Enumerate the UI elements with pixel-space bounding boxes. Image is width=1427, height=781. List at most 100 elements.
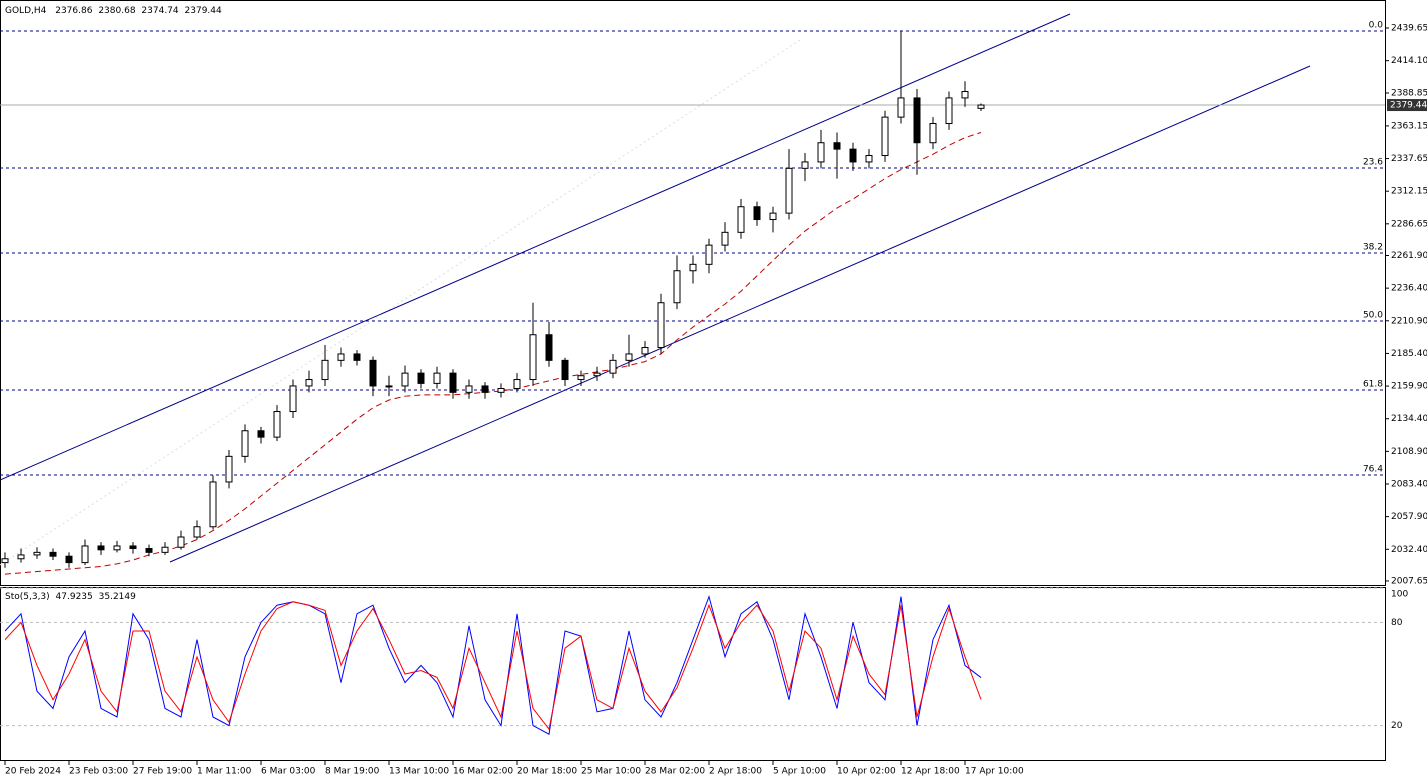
fib-label: 61.8: [1363, 380, 1383, 390]
candle-body: [273, 411, 281, 438]
y-tick-label: 2210.90: [1391, 316, 1427, 326]
candle-body: [305, 379, 313, 387]
candle-body: [225, 455, 233, 483]
candle-body: [161, 546, 169, 553]
candle-body: [673, 270, 681, 304]
candle-body: [657, 302, 665, 349]
fib-label: 23.6: [1363, 157, 1383, 167]
last-close: 2379.44: [185, 6, 222, 16]
candle-body: [833, 142, 841, 150]
candle-body: [481, 385, 489, 393]
candle-body: [929, 123, 937, 144]
x-tick-label: 16 Mar 02:00: [453, 767, 513, 777]
candle-body: [593, 372, 601, 377]
symbol: GOLD,H4: [5, 6, 47, 16]
candle-body: [913, 97, 921, 144]
y-tick-label: 2312.15: [1391, 187, 1427, 197]
candle-body: [721, 231, 729, 246]
candle-body: [561, 359, 569, 381]
candle-body: [961, 91, 969, 99]
y-tick-label: 2108.90: [1391, 447, 1427, 457]
x-tick-label: 23 Feb 03:00: [69, 767, 128, 777]
x-tick-label: 20 Feb 2024: [5, 767, 61, 777]
candle-body: [577, 375, 585, 381]
candle-body: [81, 545, 89, 564]
candle-body: [897, 97, 905, 118]
fib-label: 50.0: [1363, 311, 1383, 321]
x-tick-label: 1 Mar 11:00: [197, 767, 252, 777]
stochastic-line: [4, 594, 982, 735]
candle-body: [609, 359, 617, 374]
candle-body: [97, 545, 105, 551]
x-tick-label: 25 Mar 10:00: [581, 767, 641, 777]
candle-body: [257, 430, 265, 438]
stochastic-main: 47.9235: [56, 592, 93, 602]
candle-body: [497, 388, 505, 393]
price-box: [1387, 99, 1427, 112]
y-tick-label: 2286.65: [1391, 219, 1427, 229]
stochastic-header: Sto(5,3,3) 47.9235 35.2149: [5, 592, 136, 602]
candle-body: [353, 353, 361, 361]
stochastic-title: Sto(5,3,3): [5, 592, 50, 602]
y-tick-label: 2007.65: [1391, 576, 1427, 586]
candle-body: [769, 212, 777, 221]
y-tick-label: 2337.65: [1391, 154, 1427, 164]
x-tick-label: 10 Apr 02:00: [837, 767, 896, 777]
candle-body: [865, 155, 873, 163]
candle-body: [817, 142, 825, 163]
x-tick-label: 20 Mar 18:00: [517, 767, 577, 777]
x-tick-label: 28 Mar 02:00: [645, 767, 705, 777]
candle-body: [689, 263, 697, 272]
candle-body: [785, 167, 793, 214]
candle-body: [65, 555, 73, 564]
candle-body: [705, 244, 713, 265]
y-tick-label: 2185.40: [1391, 349, 1427, 359]
candle-body: [465, 385, 473, 393]
x-tick-label: 2 Apr 18:00: [709, 767, 762, 777]
candle-body: [177, 536, 185, 548]
candle-body: [241, 430, 249, 457]
x-tick-label: 12 Apr 18:00: [901, 767, 960, 777]
y-tick-label: 2439.65: [1391, 23, 1427, 33]
stochastic-line: [4, 601, 982, 731]
candle-body: [17, 554, 25, 560]
x-tick-label: 27 Feb 19:00: [133, 767, 192, 777]
candle-body: [641, 347, 649, 355]
candle-body: [193, 526, 201, 538]
candle-body: [449, 372, 457, 393]
fib-label: 0.0: [1369, 20, 1384, 30]
header: GOLD,H4 2376.86 2380.68 2374.74 2379.44: [5, 6, 222, 16]
x-tick-label: 8 Mar 19:00: [325, 767, 380, 777]
candle-body: [849, 148, 857, 163]
candle-body: [145, 548, 153, 553]
candle-body: [625, 353, 633, 361]
stochastic-tick-label: 100: [1391, 590, 1408, 600]
candle-body: [289, 385, 297, 413]
candle-body: [401, 372, 409, 387]
stochastic-tick-label: 20: [1391, 721, 1403, 731]
stochastic-tick-label: 80: [1391, 618, 1403, 628]
last-low: 2374.74: [141, 6, 178, 16]
candle-body: [545, 334, 553, 361]
x-tick-label: 13 Mar 10:00: [389, 767, 449, 777]
candle-body: [513, 379, 521, 390]
candle-body: [433, 372, 441, 384]
candle-body: [209, 481, 217, 528]
y-tick-label: 2261.90: [1391, 251, 1427, 261]
y-tick-label: 2134.40: [1391, 414, 1427, 424]
candle-body: [529, 334, 537, 381]
y-tick-label: 2032.40: [1391, 545, 1427, 555]
y-tick-label: 2057.90: [1391, 512, 1427, 522]
candle-body: [129, 545, 137, 550]
candle-body: [977, 104, 985, 109]
price-panel-frame: [0, 0, 1386, 586]
x-tick-label: 6 Mar 03:00: [261, 767, 316, 777]
candle-body: [385, 385, 393, 388]
candle-body: [113, 545, 121, 551]
y-tick-label: 2083.40: [1391, 480, 1427, 490]
y-tick-label: 2236.40: [1391, 284, 1427, 294]
fib-label: 76.4: [1363, 465, 1383, 475]
candle-body: [1, 558, 9, 564]
price-box-label: 2379.44: [1390, 101, 1427, 111]
fib-label: 38.2: [1363, 242, 1383, 252]
